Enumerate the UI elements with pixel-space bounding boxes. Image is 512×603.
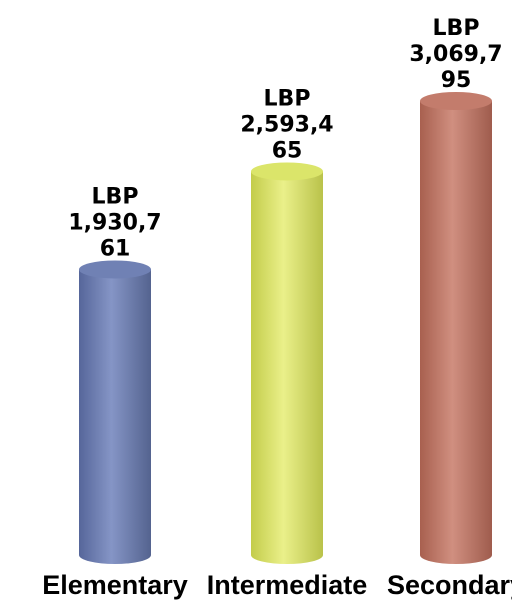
bar-body-secondary [420,101,492,564]
bar-top-elementary [79,260,151,279]
bar-top-intermediate [251,162,323,181]
bars-group [79,92,492,565]
bar-elementary [79,260,151,564]
bar-body-elementary [79,269,151,564]
data-labels-group: LBP 1,930,7 61 LBP 2,593,4 65 LBP 3,069,7 95 [68,16,502,261]
category-label-secondary: Secondary [387,570,512,600]
data-label-intermediate: LBP 2,593,4 65 [240,86,333,163]
category-label-elementary: Elementary [42,570,188,600]
bar-intermediate [251,162,323,565]
bar-body-intermediate [251,171,323,565]
category-label-intermediate: Intermediate [207,570,368,600]
data-label-secondary: LBP 3,069,7 95 [409,16,502,93]
category-labels-group: Elementary Intermediate Secondary [42,570,512,600]
data-label-elementary: LBP 1,930,7 61 [68,184,161,261]
bar-top-secondary [420,92,492,110]
bar-secondary [420,92,492,564]
